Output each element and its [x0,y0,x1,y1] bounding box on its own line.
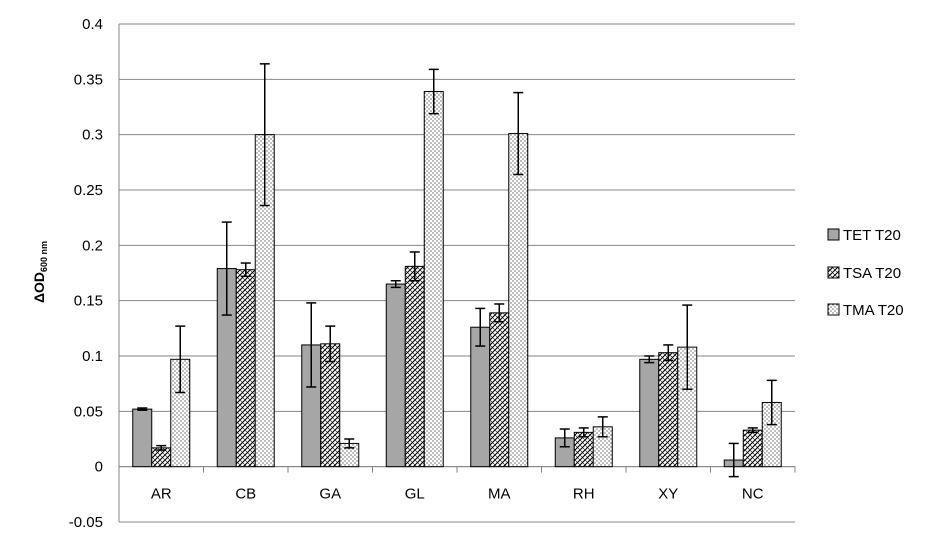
bars [132,91,782,468]
bar [423,91,444,468]
legend-swatch [827,228,840,241]
y-tick-label: 0.05 [74,403,103,420]
bar [235,269,256,468]
y-tick-label: 0.1 [82,348,103,365]
y-tick-labels: -0.05 0 0.05 0.1 0.15 0.2 0.25 0.3 0.35 0.4 [69,16,103,531]
y-tick-label: 0.2 [82,237,103,254]
bar [489,312,510,468]
bar [470,326,491,468]
x-tick-label: RH [573,486,595,503]
x-tick-label: AR [151,486,172,503]
bar [404,265,425,468]
bar [658,352,679,468]
x-tick-labels: AR CB GA GL MA RH XY NC [151,486,764,503]
y-axis-label: ΔOD600 nm [31,241,49,303]
y-tick-label: 0.35 [74,71,103,88]
legend-swatch [827,303,840,316]
y-tick-label: 0.3 [82,127,103,144]
x-tick-label: XY [658,486,678,503]
y-tick-label: 0.4 [82,16,103,33]
legend-swatch [827,266,840,279]
legend-label: TET T20 [843,227,901,244]
bar [508,133,529,468]
y-tick-label: 0 [95,459,103,476]
legend: TET T20 TSA T20 TMA T20 [827,227,904,319]
x-tick-label: NC [742,486,764,503]
bar [742,429,763,468]
y-tick-label: -0.05 [69,514,103,531]
x-tick-label: MA [488,486,511,503]
legend-label: TMA T20 [843,302,904,319]
y-tick-label: 0.15 [74,293,103,310]
y-tick-label: 0.25 [74,182,103,199]
x-tick-label: GA [319,486,341,503]
bar [385,283,406,468]
x-tick-label: GL [405,486,425,503]
bar [639,358,660,468]
error-bars [137,63,777,478]
legend-label: TSA T20 [843,265,901,282]
x-tick-label: CB [235,486,256,503]
bar [132,408,153,468]
